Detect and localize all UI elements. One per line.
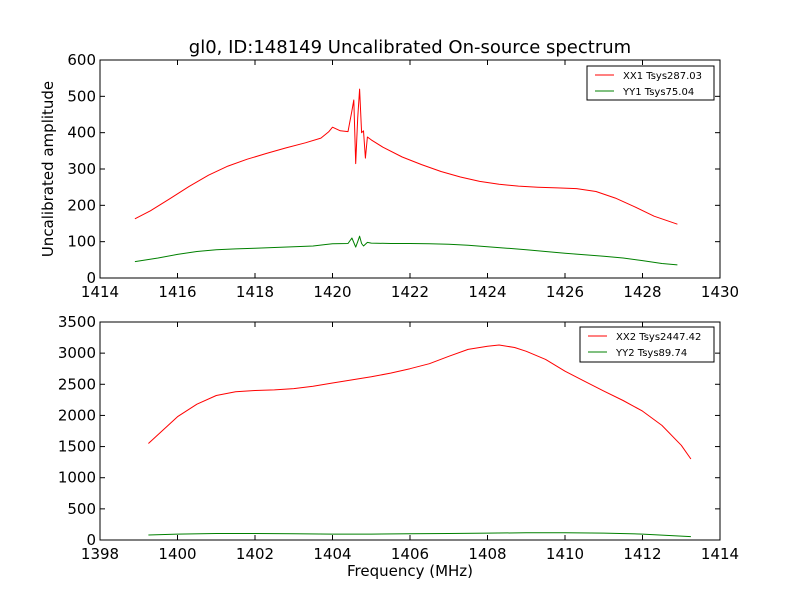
y-tick-label: 600 — [67, 51, 96, 69]
y-tick-label: 0 — [86, 269, 96, 287]
x-tick-label: 1406 — [391, 545, 429, 563]
y-tick-label: 300 — [67, 160, 96, 178]
legend: XX1 Tsys287.03 YY1 Tsys75.04 — [586, 65, 715, 101]
legend-label: YY1 Tsys75.04 — [622, 87, 694, 98]
legend-box — [586, 65, 715, 101]
legend-label: XX2 Tsys2447.42 — [616, 332, 701, 343]
legend-label: XX1 Tsys287.03 — [623, 71, 702, 82]
y-tick-label: 500 — [67, 500, 96, 518]
x-tick-label: 1408 — [468, 545, 506, 563]
y-tick-label: 500 — [67, 87, 96, 105]
x-tick-label: 1418 — [236, 283, 274, 301]
series-line-0 — [148, 344, 692, 460]
series-lines — [148, 344, 692, 538]
y-tick-label: 2000 — [58, 406, 96, 424]
series-lines — [134, 88, 678, 266]
y-tick-label: 0 — [86, 531, 96, 549]
x-tick-label: 1412 — [623, 545, 661, 563]
y-tick-label: 3500 — [58, 313, 96, 331]
x-tick-label: 1424 — [468, 283, 506, 301]
x-tick-label: 1414 — [81, 283, 119, 301]
x-tick-label: 1404 — [313, 545, 351, 563]
legend-label: YY2 Tsys89.74 — [615, 348, 687, 359]
x-tick-label: 1410 — [546, 545, 584, 563]
series-line-1 — [134, 235, 678, 266]
x-tick-label: 1422 — [391, 283, 429, 301]
x-tick-label: 1402 — [236, 545, 274, 563]
x-tick-label: 1416 — [158, 283, 196, 301]
top-y-axis-label: Uncalibrated amplitude — [39, 81, 57, 257]
legend: XX2 Tsys2447.42 YY2 Tsys89.74 — [579, 326, 715, 363]
y-tick-label: 400 — [67, 124, 96, 142]
y-tick-label: 3000 — [58, 344, 96, 362]
x-tick-label: 1400 — [158, 545, 196, 563]
legend-box — [579, 326, 715, 363]
series-line-1 — [148, 532, 691, 538]
y-tick-label: 200 — [67, 196, 96, 214]
chart-title: gl0, ID:148149 Uncalibrated On-source sp… — [189, 37, 631, 58]
y-tick-label: 100 — [67, 233, 96, 251]
y-tick-label: 2500 — [58, 375, 96, 393]
series-line-0 — [134, 88, 678, 225]
bottom-spectrum-plot: 1398 1400 1402 1404 1406 1408 1410 1412 1414 0 500… — [58, 313, 739, 563]
bottom-x-axis-label: Frequency (MHz) — [347, 562, 473, 580]
y-tick-label: 1000 — [58, 469, 96, 487]
x-tick-label: 1426 — [546, 283, 584, 301]
y-tick-label: 1500 — [58, 438, 96, 456]
x-tick-label: 1420 — [313, 283, 351, 301]
x-tick-label: 1428 — [623, 283, 661, 301]
top-spectrum-plot: 1414 1416 1418 1420 1422 1424 1426 1428 1430 0 100… — [67, 51, 739, 301]
x-tick-label: 1430 — [701, 283, 739, 301]
x-tick-label: 1414 — [701, 545, 739, 563]
x-tick-label: 1398 — [81, 545, 119, 563]
